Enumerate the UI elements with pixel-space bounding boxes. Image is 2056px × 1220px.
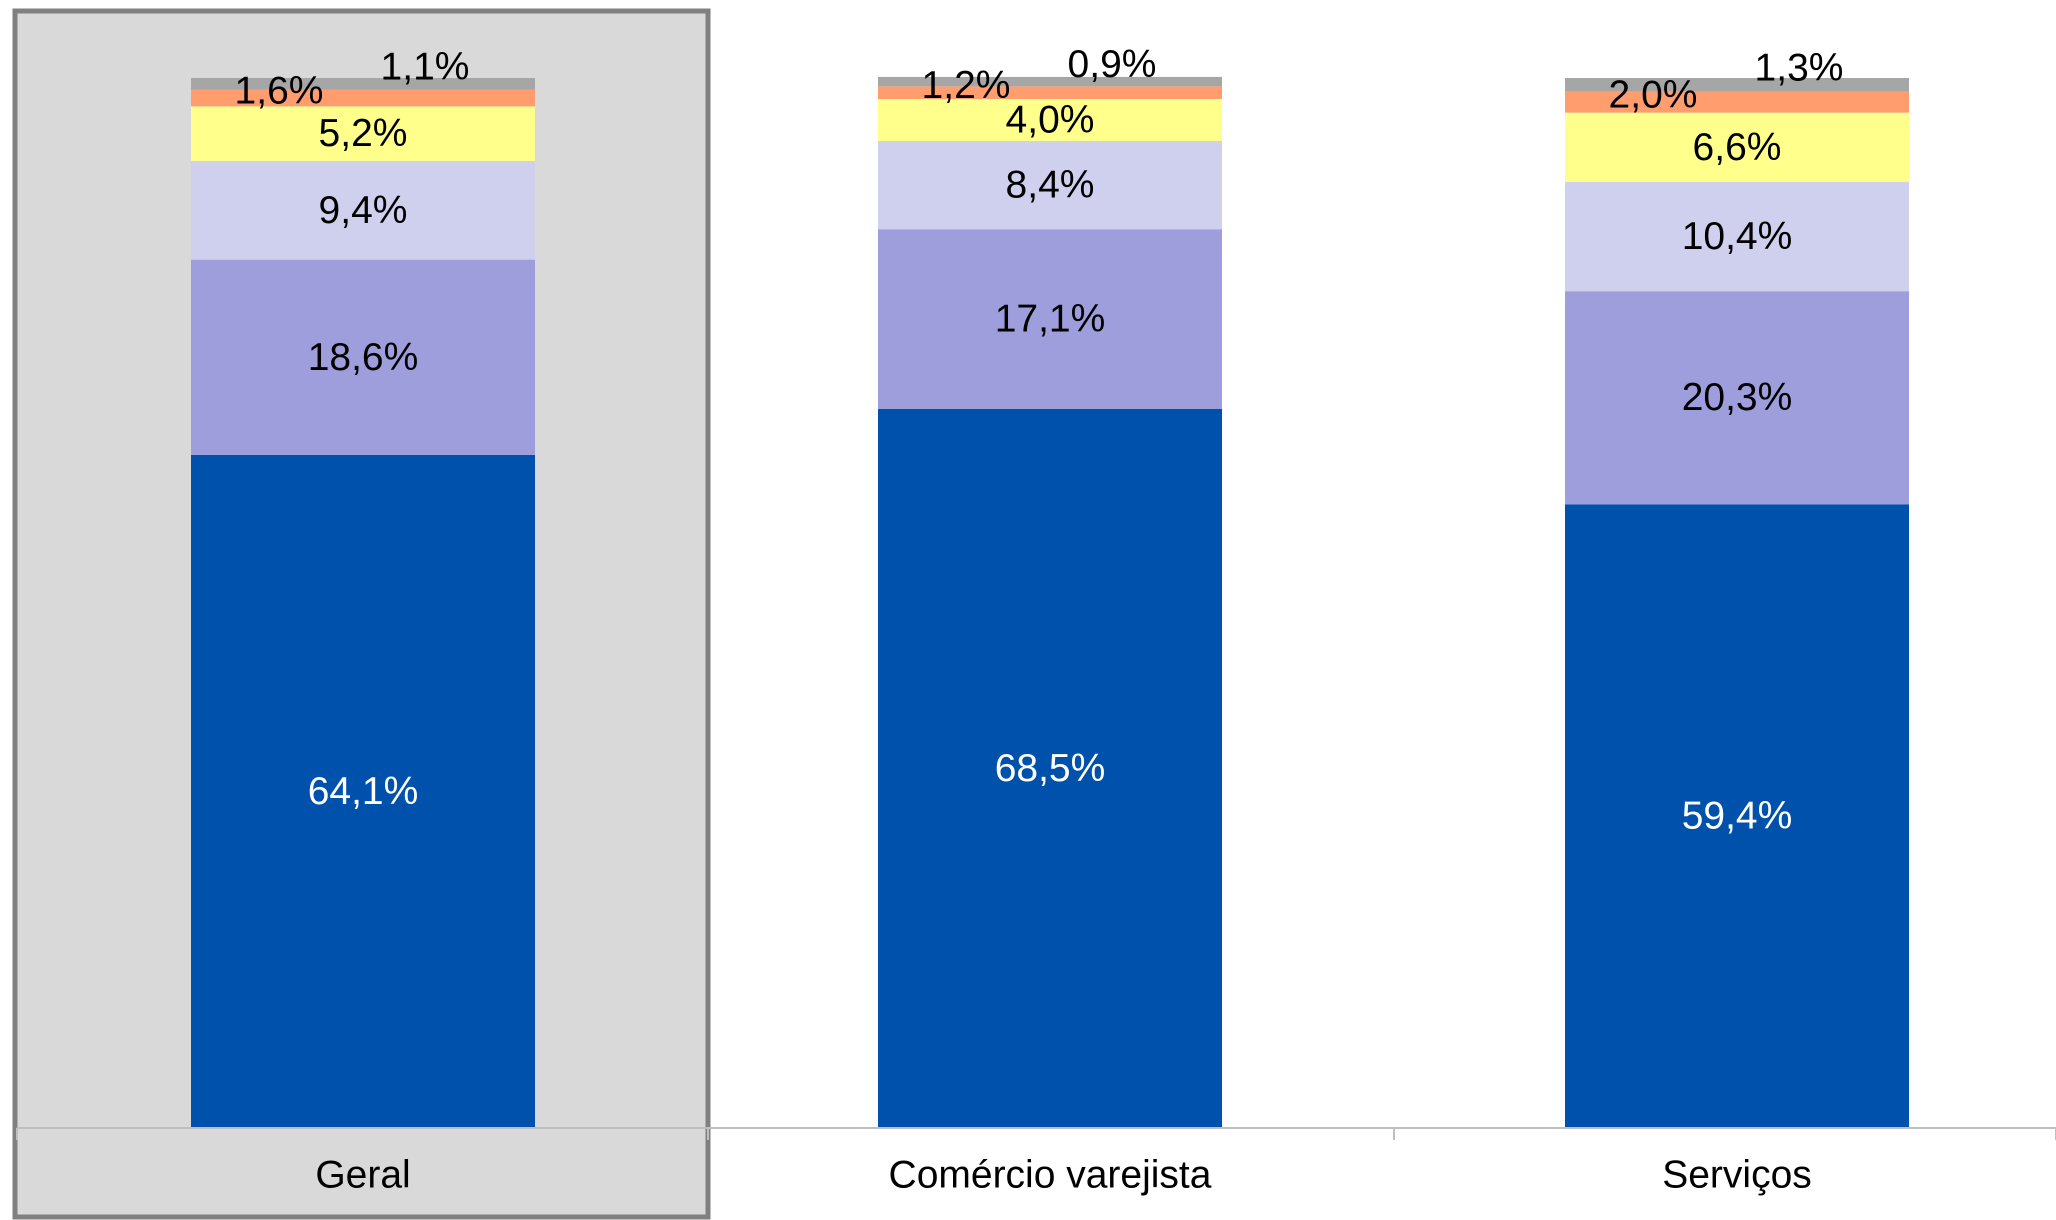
x-tick-label: Serviços <box>1662 1154 1812 1197</box>
data-labels-layer: 64,1% 18,6% 9,4% 5,2%1,6% 1,1% 68,5% 17,1% 8,4%… <box>235 43 1844 837</box>
bar-segment-4 <box>878 99 1222 141</box>
data-label: 6,6% <box>1693 126 1782 169</box>
x-tick-label: Geral <box>315 1154 410 1197</box>
bar-segment-6 <box>1565 78 1909 92</box>
data-label: 1,6% <box>235 69 324 112</box>
data-label: 9,4% <box>319 189 408 232</box>
bar-segment-6 <box>191 78 535 90</box>
data-label: 8,4% <box>1006 164 1095 207</box>
data-label: 1,1% <box>381 45 470 88</box>
data-label: 2,0% <box>1609 74 1698 117</box>
bar-segment-4 <box>1565 112 1909 182</box>
data-label: 68,5% <box>995 747 1106 790</box>
data-label: 17,1% <box>995 297 1106 340</box>
bar-segment-2 <box>191 259 535 455</box>
bar-segment-5 <box>1565 91 1909 113</box>
data-label: 59,4% <box>1682 795 1793 838</box>
data-label: 0,9% <box>1068 43 1157 86</box>
x-tick-label: Comércio varejista <box>889 1154 1212 1197</box>
data-label: 4,0% <box>1006 99 1095 142</box>
data-label: 20,3% <box>1682 376 1793 419</box>
bars-layer <box>191 76 1909 1128</box>
data-label: 18,6% <box>308 336 419 379</box>
bar-segment-5 <box>191 89 535 107</box>
bar-segment-2 <box>878 229 1222 409</box>
bar-segment-3 <box>878 141 1222 230</box>
bar-segment-1 <box>191 454 535 1128</box>
x-axis: Geral Comércio varejista Serviços <box>16 1127 2056 1197</box>
data-label: 1,3% <box>1755 46 1844 89</box>
data-label: 1,2% <box>922 64 1011 107</box>
data-label: 5,2% <box>319 112 408 155</box>
bar-segment-4 <box>191 106 535 161</box>
bar-segment-3 <box>191 160 535 260</box>
bar-segment-1 <box>878 408 1222 1128</box>
bar-segment-5 <box>878 86 1222 99</box>
bar-segment-2 <box>1565 291 1909 505</box>
bar-segment-3 <box>1565 181 1909 292</box>
data-label: 10,4% <box>1682 215 1793 258</box>
data-label: 64,1% <box>308 770 419 813</box>
bar-segment-6 <box>878 76 1222 87</box>
bar-segment-1 <box>1565 504 1909 1128</box>
